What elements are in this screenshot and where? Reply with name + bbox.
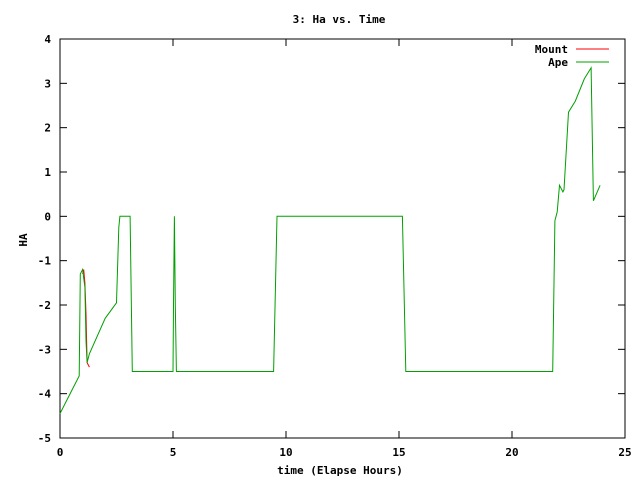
y-tick-label: 0: [44, 210, 51, 223]
chart-title: 3: Ha vs. Time: [293, 13, 386, 26]
y-tick-label: -2: [38, 299, 51, 312]
x-tick-label: 20: [505, 446, 518, 459]
y-tick-label: 4: [44, 33, 51, 46]
series-group: [59, 66, 601, 414]
y-tick-label: -3: [38, 343, 51, 356]
series-line-ape: [59, 66, 601, 414]
axis-ticks: 0 5 10 15 20 25 -5 -4 -3 -2 -1 0 1 2 3 4: [38, 33, 632, 459]
x-tick-label: 10: [279, 446, 292, 459]
x-axis-label: time (Elapse Hours): [277, 464, 403, 477]
y-axis-label: HA: [17, 233, 30, 247]
x-tick-label: 25: [618, 446, 631, 459]
plot-frame: [59, 38, 626, 439]
x-tick-label: 5: [170, 446, 177, 459]
legend-label-ape: Ape: [548, 56, 568, 69]
legend-label-mount: Mount: [535, 43, 568, 56]
y-tick-label: 2: [44, 122, 51, 135]
y-tick-label: -1: [38, 255, 52, 268]
x-tick-label: 0: [57, 446, 64, 459]
x-tick-label: 15: [392, 446, 405, 459]
y-tick-label: -4: [38, 388, 52, 401]
y-tick-label: 3: [44, 77, 51, 90]
y-tick-label: -5: [38, 432, 51, 445]
y-tick-label: 1: [44, 166, 51, 179]
